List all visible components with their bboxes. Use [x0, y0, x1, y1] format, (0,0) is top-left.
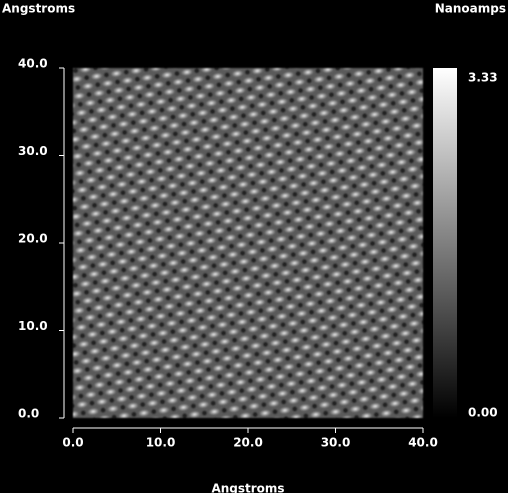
- stm-image: [73, 68, 423, 418]
- y-tick-label: 10.0: [18, 319, 48, 333]
- x-tick-label: 20.0: [233, 436, 263, 450]
- colorbar-tick-label: 0.00: [468, 406, 498, 420]
- x-tick-label: 40.0: [408, 436, 438, 450]
- y-tick-label: 30.0: [18, 144, 48, 158]
- y-tick-label: 20.0: [18, 232, 48, 246]
- colorbar-label: Nanoamps: [435, 2, 506, 16]
- colorbar: [433, 68, 457, 418]
- y-axis-label: Angstroms: [2, 2, 75, 16]
- colorbar-tick-label: 3.33: [468, 71, 498, 85]
- y-tick-label: 40.0: [18, 57, 48, 71]
- x-tick-label: 30.0: [321, 436, 351, 450]
- x-tick-label: 0.0: [62, 436, 83, 450]
- y-tick-label: 0.0: [18, 407, 39, 421]
- x-axis-label: Angstroms: [211, 482, 284, 493]
- x-tick-label: 10.0: [146, 436, 176, 450]
